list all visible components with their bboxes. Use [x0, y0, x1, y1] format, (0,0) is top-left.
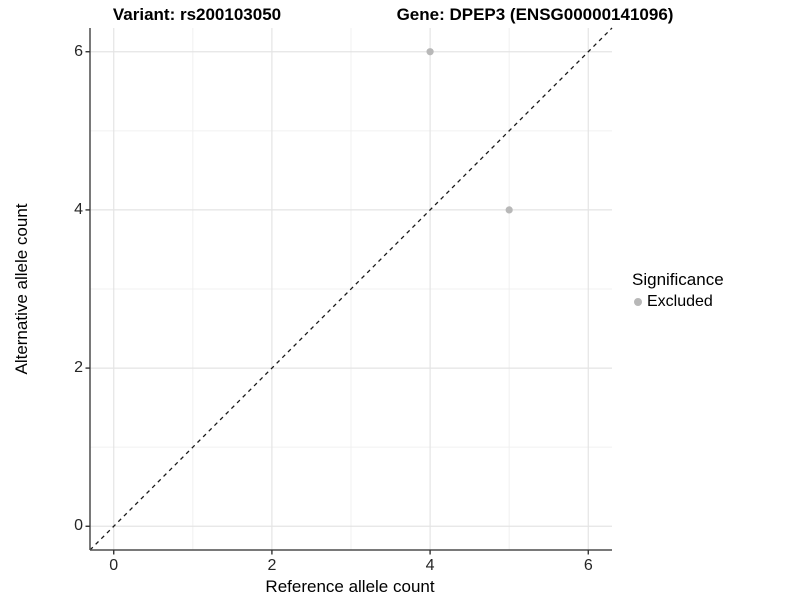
plot-panel	[85, 27, 613, 555]
legend-point-icon	[634, 298, 642, 306]
x-tick-label: 2	[267, 557, 277, 574]
y-tick-label: 0	[74, 517, 83, 535]
data-point	[505, 206, 513, 214]
plot-area-svg	[85, 27, 613, 555]
plot-title-gene: Gene: DPEP3 (ENSG00000141096)	[396, 5, 674, 24]
x-tick-label: 6	[583, 557, 593, 574]
plot-title-variant: Variant: rs200103050	[112, 5, 282, 24]
data-point	[426, 48, 434, 56]
x-tick-label: 4	[425, 557, 435, 574]
x-axis-title: Reference allele count	[265, 577, 435, 596]
legend: Significance Excluded	[632, 270, 724, 311]
y-tick-label: 2	[74, 359, 83, 377]
y-tick-label: 6	[74, 42, 83, 60]
legend-item-excluded: Excluded	[632, 293, 724, 311]
y-tick-label: 4	[74, 200, 83, 218]
x-tick-label: 0	[109, 557, 119, 574]
y-axis-title: Alternative allele count	[12, 203, 31, 375]
identity-reference-line	[89, 27, 613, 551]
legend-title: Significance	[632, 270, 724, 289]
legend-item-label: Excluded	[647, 293, 713, 310]
